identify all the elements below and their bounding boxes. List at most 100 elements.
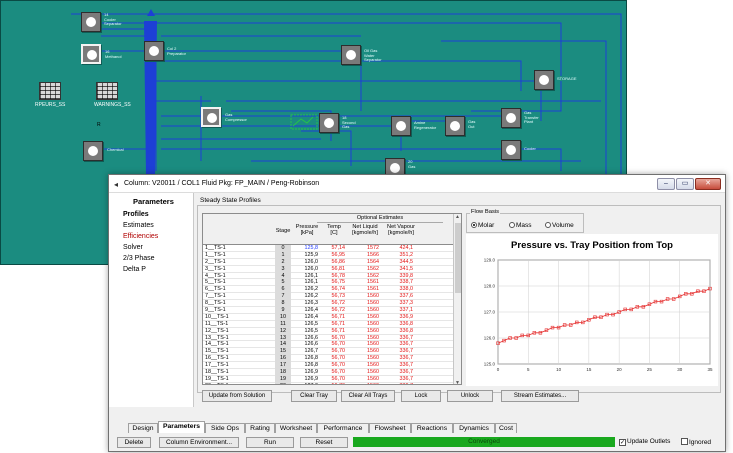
cell-net-liquid[interactable]: 1560: [367, 375, 379, 382]
table-row[interactable]: 6__TS-1 6 126,2 56,74 1561 338,0: [203, 286, 455, 294]
cell-temp[interactable]: 56,73: [331, 293, 346, 300]
cell-net-vapour[interactable]: 337,6: [399, 293, 414, 300]
table-row[interactable]: 1__TS-1 0 125,8 57,14 1572 424,1: [203, 245, 455, 252]
cell-pressure[interactable]: 125,9: [304, 251, 319, 258]
cell-pressure[interactable]: 126,0: [304, 265, 319, 272]
cell-net-liquid[interactable]: 1560: [367, 369, 379, 376]
cell-temp[interactable]: 56,71: [331, 313, 346, 320]
cell-temp[interactable]: 56,70: [331, 355, 346, 362]
cell-net-vapour[interactable]: 336,9: [399, 313, 414, 320]
cell-temp[interactable]: 56,71: [331, 320, 346, 327]
nav-item-estimates[interactable]: Estimates: [123, 222, 154, 229]
tab-dynamics[interactable]: Dynamics: [453, 423, 495, 433]
nav-item-2-3-phase[interactable]: 2/3 Phase: [123, 255, 155, 262]
cell-temp[interactable]: 56,72: [331, 307, 346, 314]
cell-net-vapour[interactable]: 341,5: [399, 265, 414, 272]
cell-pressure[interactable]: 126,9: [304, 369, 319, 376]
table-row[interactable]: 5__TS-1 5 126,1 56,75 1561 338,7: [203, 279, 455, 287]
table-scrollbar[interactable]: ▲ ▼: [453, 214, 461, 384]
radio-volume[interactable]: Volume: [545, 222, 574, 229]
table-row[interactable]: 16__TS-1 16 126,8 56,70 1560 336,7: [203, 355, 455, 363]
title-bar[interactable]: ◂ Column: V20011 / COL1 Fluid Pkg: FP_MA…: [109, 175, 725, 193]
tab-worksheet[interactable]: Worksheet: [275, 423, 317, 433]
cell-net-liquid[interactable]: 1560: [367, 293, 379, 300]
cell-temp[interactable]: 56,70: [331, 348, 346, 355]
table-row[interactable]: 2__TS-1 2 126,0 56,86 1564 344,5: [203, 258, 455, 266]
cell-pressure[interactable]: 126,5: [304, 327, 319, 334]
cell-net-liquid[interactable]: 1560: [367, 348, 379, 355]
cell-net-liquid[interactable]: 1560: [367, 300, 379, 307]
table-row[interactable]: 14__TS-1 14 126,6 56,70 1560 336,7: [203, 341, 455, 349]
tab-design[interactable]: Design: [128, 423, 158, 433]
table-row[interactable]: 19__TS-1 19 126,9 56,70 1560 336,7: [203, 375, 455, 383]
cell-net-liquid[interactable]: 1562: [367, 272, 379, 279]
table-row[interactable]: 10__TS-1 10 126,4 56,71 1560 336,9: [203, 313, 455, 321]
cell-pressure[interactable]: 126,9: [304, 375, 319, 382]
unit-icon[interactable]: [501, 108, 521, 128]
unit-icon[interactable]: [201, 107, 221, 127]
cell-pressure[interactable]: 126,1: [304, 279, 319, 286]
cell-net-vapour[interactable]: 339,8: [399, 272, 414, 279]
scroll-up-icon[interactable]: ▲: [455, 214, 460, 220]
cell-temp[interactable]: 56,71: [331, 327, 346, 334]
tab-flowsheet[interactable]: Flowsheet: [369, 423, 411, 433]
table-row[interactable]: 17__TS-1 17 126,8 56,70 1560 336,7: [203, 362, 455, 370]
lock-button[interactable]: Lock: [401, 390, 441, 402]
cell-pressure[interactable]: 125,8: [304, 245, 319, 251]
cell-net-vapour[interactable]: 336,7: [399, 375, 414, 382]
cell-net-liquid[interactable]: 1560: [367, 355, 379, 362]
cell-net-vapour[interactable]: 344,5: [399, 258, 414, 265]
cell-net-liquid[interactable]: 1560: [367, 320, 379, 327]
tab-performance[interactable]: Performance: [317, 423, 369, 433]
clear-tray-button[interactable]: Clear Tray: [291, 390, 337, 402]
table-row[interactable]: 13__TS-1 13 126,6 56,70 1560 336,7: [203, 334, 455, 342]
profiles-table[interactable]: Optional Estimates Stage Pressure [kPa] T…: [202, 213, 462, 385]
table-row[interactable]: 4__TS-1 4 126,1 56,78 1562 339,8: [203, 272, 455, 280]
tab-cost[interactable]: Cost: [495, 423, 517, 433]
cell-temp[interactable]: 56,72: [331, 300, 346, 307]
cell-pressure[interactable]: 126,7: [304, 348, 319, 355]
cell-pressure[interactable]: 126,8: [304, 362, 319, 369]
nav-item-delta-p[interactable]: Delta P: [123, 266, 146, 273]
unit-icon[interactable]: [501, 140, 521, 160]
unit-icon[interactable]: [319, 113, 339, 133]
cell-temp[interactable]: 56,95: [331, 251, 346, 258]
delete-button[interactable]: Delete: [117, 437, 151, 448]
cell-pressure[interactable]: 126,1: [304, 272, 319, 279]
table-row[interactable]: 1__TS-1 1 125,9 56,95 1566 351,2: [203, 251, 455, 259]
cell-temp[interactable]: 56,81: [331, 265, 346, 272]
cell-pressure[interactable]: 126,6: [304, 334, 319, 341]
unit-icon[interactable]: [445, 116, 465, 136]
maximize-button[interactable]: ▭: [676, 178, 694, 190]
tab-rating[interactable]: Rating: [245, 423, 275, 433]
cell-net-liquid[interactable]: 1561: [367, 279, 379, 286]
cell-temp[interactable]: 56,78: [331, 272, 346, 279]
unit-icon[interactable]: [144, 41, 164, 61]
cell-net-liquid[interactable]: 1562: [367, 265, 379, 272]
cell-temp[interactable]: 56,75: [331, 279, 346, 286]
cell-pressure[interactable]: 126,2: [304, 286, 319, 293]
cell-pressure[interactable]: 126,6: [304, 341, 319, 348]
tab-side-ops[interactable]: Side Ops: [205, 423, 245, 433]
cell-net-vapour[interactable]: 336,7: [399, 341, 414, 348]
spreadsheet-icon[interactable]: [96, 82, 118, 100]
cell-net-vapour[interactable]: 336,7: [399, 355, 414, 362]
nav-item-solver[interactable]: Solver: [123, 244, 143, 251]
cell-net-liquid[interactable]: 1560: [367, 334, 379, 341]
ignored-checkbox[interactable]: Ignored: [681, 438, 711, 446]
table-row[interactable]: 11__TS-1 11 126,5 56,71 1560 336,8: [203, 320, 455, 328]
cell-pressure[interactable]: 126,4: [304, 313, 319, 320]
table-row[interactable]: 20__TS-1 20127,056,70 1560 336,7: [203, 382, 455, 384]
cell-net-vapour[interactable]: 336,8: [399, 327, 414, 334]
cell-net-liquid[interactable]: 1566: [367, 251, 379, 258]
cell-net-vapour[interactable]: 338,7: [399, 279, 414, 286]
table-row[interactable]: 9__TS-1 9 126,4 56,72 1560 337,1: [203, 307, 455, 314]
cell-net-liquid[interactable]: 1560: [367, 313, 379, 320]
update-from-solution-button[interactable]: Update from Solution: [202, 390, 272, 402]
cell-net-vapour[interactable]: 337,3: [399, 300, 414, 307]
tab-parameters[interactable]: Parameters: [158, 421, 205, 433]
tab-reactions[interactable]: Reactions: [411, 423, 453, 433]
table-row[interactable]: 3__TS-1 3 126,0 56,81 1562 341,5: [203, 265, 455, 273]
table-row[interactable]: 8__TS-1 8 126,3 56,72 1560 337,3: [203, 300, 455, 308]
cell-pressure[interactable]: 127,0: [293, 383, 319, 384]
